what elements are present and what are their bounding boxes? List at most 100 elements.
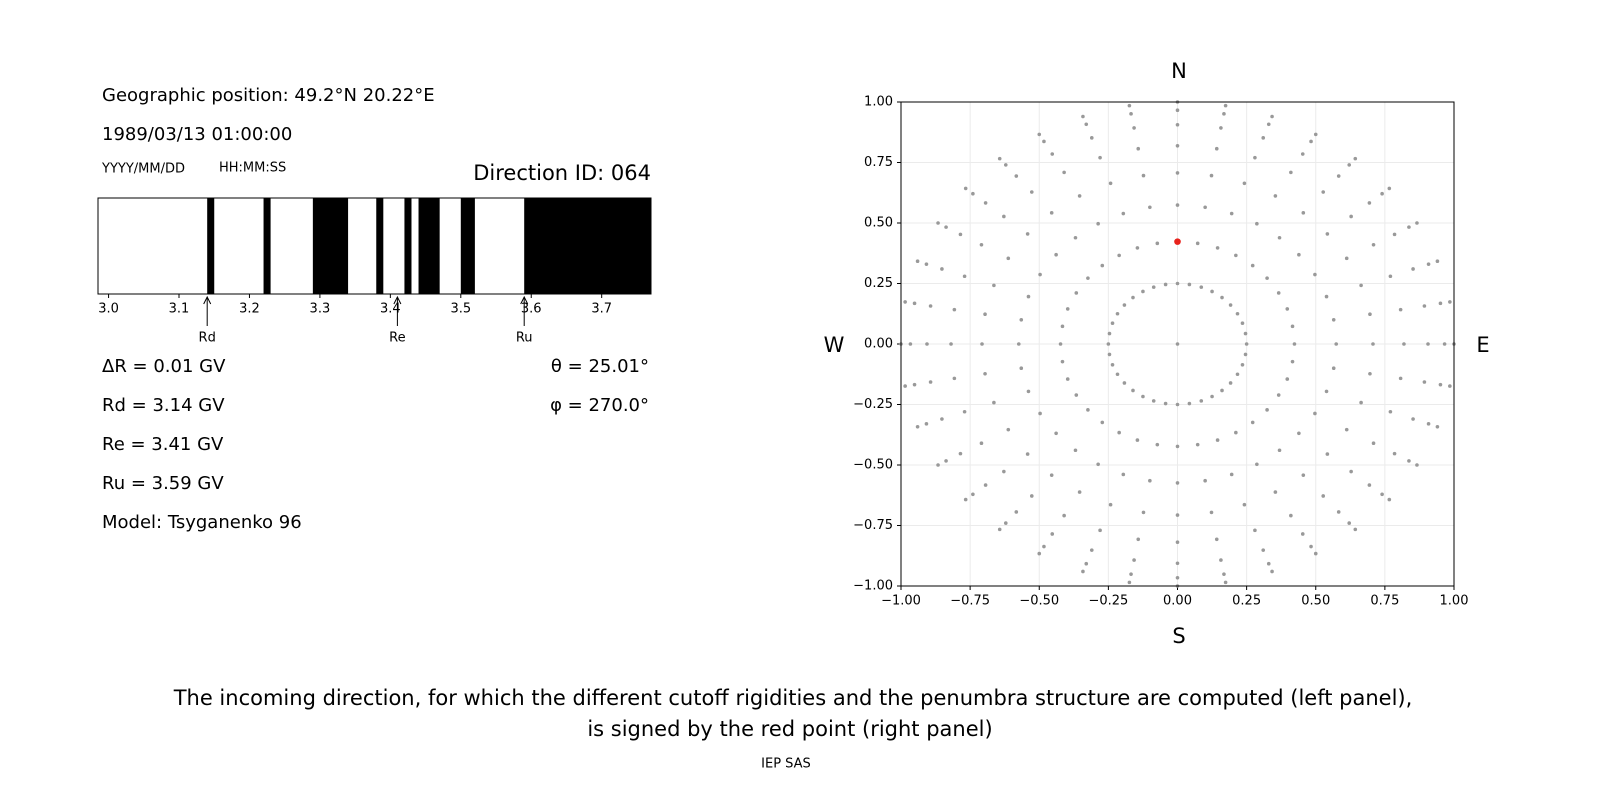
direction-point bbox=[1219, 558, 1223, 562]
direction-point bbox=[1210, 289, 1214, 294]
direction-point bbox=[1407, 225, 1411, 229]
direction-point bbox=[1081, 569, 1085, 574]
marker-label: Re bbox=[389, 331, 405, 346]
direction-point bbox=[1062, 513, 1066, 518]
direction-point bbox=[1215, 246, 1220, 250]
direction-point bbox=[1297, 431, 1301, 436]
direction-point bbox=[1324, 294, 1329, 299]
direction-point bbox=[1347, 521, 1352, 525]
direction-point bbox=[963, 497, 968, 502]
direction-point bbox=[1415, 221, 1419, 225]
direction-point bbox=[1121, 211, 1126, 216]
direction-point bbox=[1210, 394, 1214, 399]
direction-point bbox=[903, 300, 907, 304]
direction-point bbox=[1136, 537, 1141, 542]
direction-point bbox=[992, 400, 996, 405]
direction-point bbox=[1388, 409, 1393, 414]
direction-point bbox=[1107, 331, 1112, 336]
direction-point bbox=[983, 312, 987, 317]
direction-point bbox=[1244, 342, 1249, 346]
x-tick-label: −0.25 bbox=[1088, 594, 1128, 609]
direction-point bbox=[1100, 263, 1105, 268]
direction-point bbox=[997, 527, 1002, 532]
direction-point bbox=[1006, 427, 1011, 432]
direction-point bbox=[1273, 490, 1278, 494]
direction-point bbox=[1016, 342, 1021, 346]
direction-point bbox=[962, 274, 967, 279]
direction-point bbox=[1265, 408, 1269, 412]
direction-point bbox=[1387, 497, 1392, 502]
direction-point bbox=[1060, 359, 1065, 364]
direction-point bbox=[1077, 490, 1082, 494]
ru: Ru = 3.59 GV bbox=[102, 473, 224, 494]
direction-point bbox=[1129, 572, 1133, 576]
direction-point bbox=[1411, 417, 1415, 421]
direction-point bbox=[1223, 103, 1228, 108]
x-tick-label: −0.75 bbox=[950, 594, 990, 609]
direction-point bbox=[1250, 420, 1255, 425]
direction-point bbox=[1175, 342, 1180, 346]
direction-point bbox=[1347, 163, 1352, 167]
x-tick-label: 0.75 bbox=[1370, 594, 1399, 609]
direction-point bbox=[1422, 380, 1427, 384]
direction-point bbox=[1163, 282, 1168, 287]
direction-point bbox=[1228, 381, 1233, 385]
direction-point bbox=[962, 409, 967, 414]
direction-point bbox=[1175, 203, 1180, 207]
direction-point bbox=[1438, 382, 1443, 387]
marker-arrowhead bbox=[203, 295, 212, 305]
direction-point bbox=[1107, 352, 1112, 357]
direction-point bbox=[1407, 459, 1411, 463]
direction-point bbox=[1122, 303, 1127, 307]
time-format: HH:MM:SS bbox=[219, 161, 286, 176]
x-tick-label: 3.4 bbox=[380, 302, 401, 317]
theta: θ = 25.01° bbox=[551, 356, 649, 377]
x-tick-label: 3.3 bbox=[310, 302, 331, 317]
direction-point bbox=[1077, 194, 1082, 198]
direction-point bbox=[1219, 126, 1223, 130]
direction-point bbox=[1135, 438, 1140, 442]
direction-point bbox=[944, 225, 948, 229]
direction-point bbox=[971, 191, 975, 196]
direction-point bbox=[1313, 272, 1317, 277]
direction-point bbox=[1037, 551, 1042, 556]
direction-point bbox=[983, 371, 987, 376]
direction-point bbox=[1334, 342, 1339, 346]
direction-point bbox=[1349, 214, 1353, 219]
direction-point bbox=[1331, 366, 1336, 371]
direction-point bbox=[936, 221, 940, 225]
direction-point bbox=[958, 451, 963, 456]
direction-point bbox=[1195, 241, 1200, 246]
direction-point bbox=[1371, 342, 1375, 346]
north-label: N bbox=[1171, 59, 1187, 83]
direction-point bbox=[1060, 324, 1065, 329]
direction-point bbox=[1151, 285, 1156, 289]
direction-point bbox=[1253, 528, 1257, 533]
y-tick-label: −0.75 bbox=[853, 518, 893, 533]
direction-point bbox=[1234, 253, 1238, 258]
direction-point bbox=[944, 459, 948, 463]
direction-point bbox=[1300, 532, 1305, 536]
direction-point bbox=[980, 342, 984, 346]
direction-point bbox=[1089, 548, 1094, 552]
direction-point bbox=[1344, 256, 1349, 261]
direction-point bbox=[928, 304, 933, 308]
direction-point bbox=[1285, 377, 1290, 381]
model: Model: Tsyganenko 96 bbox=[102, 512, 302, 533]
direction-point bbox=[1368, 312, 1372, 317]
direction-point bbox=[1121, 472, 1126, 477]
direction-point bbox=[1265, 276, 1269, 280]
penumbra-band bbox=[312, 198, 349, 294]
direction-point bbox=[925, 342, 929, 346]
direction-point bbox=[949, 342, 953, 346]
direction-point bbox=[1054, 252, 1058, 257]
direction-point bbox=[1003, 521, 1008, 525]
direction-point bbox=[1026, 389, 1031, 394]
x-tick-label: 3.1 bbox=[169, 302, 190, 317]
direction-point bbox=[952, 307, 957, 312]
x-tick-label: 3.2 bbox=[239, 302, 260, 317]
direction-point bbox=[1199, 399, 1204, 403]
direction-point bbox=[1074, 393, 1079, 397]
direction-point bbox=[1336, 174, 1341, 178]
